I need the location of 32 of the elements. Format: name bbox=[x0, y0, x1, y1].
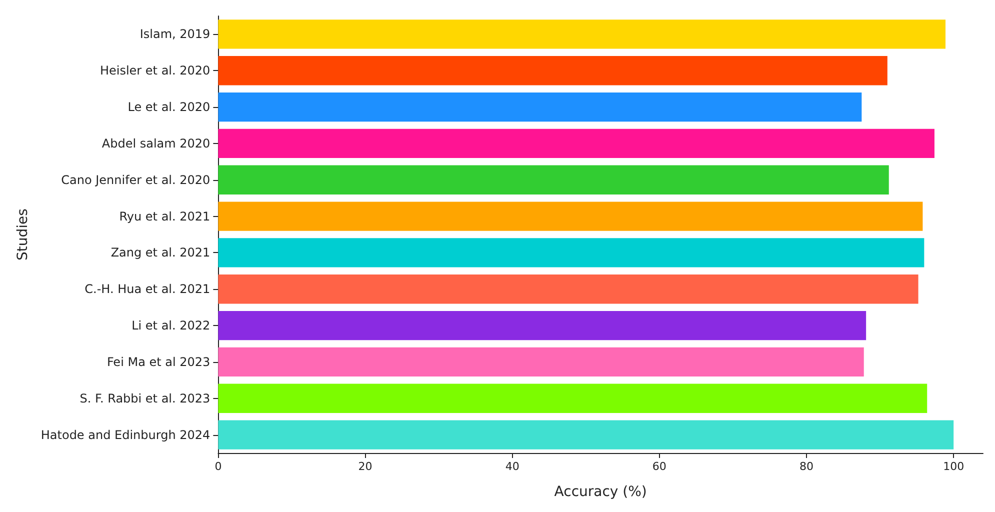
y-tick-label: Islam, 2019 bbox=[140, 27, 210, 42]
y-tick-label: Heisler et al. 2020 bbox=[100, 64, 210, 78]
y-tick-label: Fei Ma et al 2023 bbox=[106, 354, 210, 369]
x-tick-label: 100 bbox=[943, 460, 964, 473]
y-tick-label: Abdel salam 2020 bbox=[102, 136, 210, 150]
y-tick-label: Le et al. 2020 bbox=[128, 100, 210, 114]
x-tick-label: 0 bbox=[214, 460, 222, 473]
y-tick-label: Ryu et al. 2021 bbox=[119, 209, 210, 224]
bar bbox=[218, 92, 862, 122]
y-tick-label: Zang et al. 2021 bbox=[110, 246, 210, 260]
bar bbox=[218, 56, 888, 86]
x-tick-label: 20 bbox=[358, 460, 372, 473]
bar bbox=[218, 420, 954, 450]
bar bbox=[218, 274, 918, 304]
bar bbox=[218, 310, 866, 340]
bar bbox=[218, 202, 923, 231]
bar bbox=[218, 347, 864, 377]
bar bbox=[218, 165, 889, 194]
y-axis-title: Studies bbox=[15, 208, 31, 260]
bar bbox=[218, 128, 934, 158]
x-tick-label: 80 bbox=[800, 460, 814, 473]
x-axis-title: Accuracy (%) bbox=[554, 484, 647, 500]
y-tick-label: S. F. Rabbi et al. 2023 bbox=[80, 391, 210, 406]
y-tick-label: C.-H. Hua et al. 2021 bbox=[84, 282, 210, 296]
bar bbox=[218, 20, 946, 49]
y-tick-label: Cano Jennifer et al. 2020 bbox=[61, 172, 210, 187]
y-tick-label: Hatode and Edinburgh 2024 bbox=[40, 428, 210, 442]
x-tick-label: 40 bbox=[505, 460, 520, 473]
y-tick-label: Li et al. 2022 bbox=[132, 318, 210, 333]
bar bbox=[218, 384, 928, 413]
x-tick-label: 60 bbox=[652, 460, 666, 473]
bar bbox=[218, 238, 924, 268]
